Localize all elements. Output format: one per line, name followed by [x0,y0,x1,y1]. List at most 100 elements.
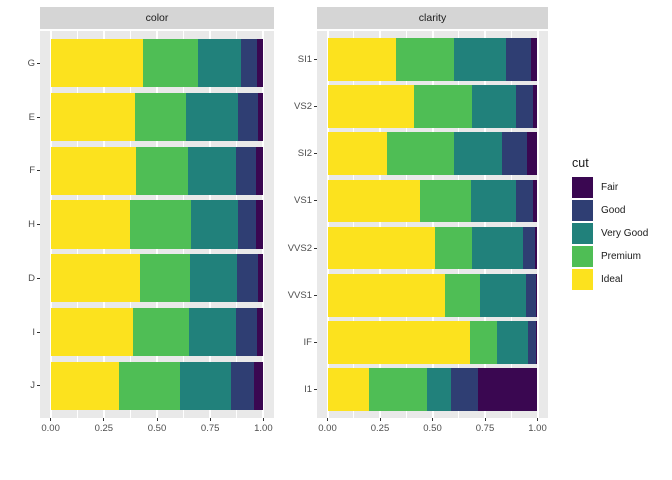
bar-segment-very-good [471,226,523,270]
bar-segment-premium [142,39,198,88]
bar-G [50,39,264,88]
bar-segment-very-good [190,200,238,249]
bar-segment-ideal [50,92,136,142]
bar-I [50,307,264,357]
bar-VS1 [327,179,538,223]
major-gridline [536,31,539,418]
bar-segment-fair [258,254,264,303]
facet-strip-clarity: clarity [317,7,548,29]
legend-item-ideal: Ideal [572,269,648,290]
x-tick-label: 0.50 [147,423,167,434]
bar-segment-fair [534,226,538,270]
y-tick-label: SI2 [297,148,312,160]
bar-segment-premium [469,321,497,364]
bar-segment-good [525,274,537,317]
legend-item-very-good: Very Good [572,223,648,244]
legend-title: cut [572,156,589,170]
bar-segment-ideal [327,179,420,223]
bar-segment-very-good [470,179,517,223]
y-axis-tick [37,224,40,225]
panel-color [40,31,274,418]
y-axis-tick [37,385,40,387]
x-axis-tick [103,418,105,421]
bar-segment-fair [257,39,264,88]
y-tick-label: E [28,111,35,123]
bar-segment-fair [258,92,264,142]
x-axis-tick [262,418,264,421]
bar-segment-ideal [327,132,387,175]
x-axis-tick [537,418,538,421]
bar-segment-very-good [179,361,232,410]
y-axis-tick [37,116,40,118]
y-axis-tick [314,247,317,249]
bar-segment-fair [254,361,264,410]
bar-segment-good [241,39,258,88]
bar-VVS1 [327,274,538,317]
bar-segment-ideal [327,368,369,411]
bar-segment-very-good [427,368,451,411]
bar-segment-ideal [327,85,415,128]
bar-segment-ideal [327,274,445,317]
bar-segment-premium [368,368,428,411]
legend-item-label: Premium [601,251,642,262]
bar-segment-ideal [327,321,470,364]
bar-segment-good [231,361,255,410]
x-tick-label: 0.75 [200,423,220,434]
bar-segment-premium [132,307,189,357]
y-axis-tick [37,277,40,279]
bar-segment-premium [414,85,472,128]
y-axis-tick [314,200,317,202]
y-tick-label: J [30,380,35,392]
bar-segment-premium [130,200,191,249]
minor-gridline [458,31,460,418]
bar-E [50,92,264,142]
facet-strip-color-label: color [145,12,169,24]
y-tick-label: VS2 [294,101,312,112]
bar-segment-very-good [471,85,517,128]
bar-segment-premium [396,38,454,81]
bar-segment-very-good [453,38,506,81]
legend-item-label: Ideal [601,274,623,285]
bar-segment-good [238,92,259,142]
bar-segment-ideal [50,200,131,249]
bar-segment-premium [419,179,471,223]
bar-segment-ideal [50,361,119,410]
bar-segment-very-good [186,92,239,142]
bar-segment-good [506,38,531,81]
y-tick-label: SI1 [297,53,312,65]
bar-segment-very-good [188,307,237,357]
x-tick-label: 0.25 [94,423,114,434]
x-axis-tick [209,418,211,421]
bar-segment-fair [530,38,538,81]
bar-segment-good [528,321,537,364]
bar-segment-very-good [187,146,237,195]
legend-item-label: Fair [601,182,619,193]
major-gridline [431,31,434,418]
bar-VS2 [327,85,538,128]
y-tick-label: I [32,326,35,338]
bar-segment-good [516,179,534,223]
legend-swatch-premium [572,246,593,267]
legend-item-label: Very Good [601,228,649,239]
bar-segment-ideal [327,38,397,81]
y-tick-label: IF [303,336,312,348]
bar-segment-premium [435,226,472,270]
bar-segment-good [236,307,257,357]
legend: cut Fair Good Very Good Premium Ideal [572,156,648,292]
bar-segment-good [237,200,256,249]
bar-segment-fair [255,200,264,249]
bar-segment-fair [536,321,538,364]
bar-segment-fair [256,307,264,357]
bar-segment-very-good [189,254,238,303]
y-tick-label: F [29,165,35,177]
bar-segment-ideal [50,39,143,88]
legend-swatch-very-good [572,223,593,244]
bar-segment-ideal [327,226,436,270]
bar-segment-ideal [50,254,140,303]
x-tick-label: 1.00 [254,423,273,434]
major-gridline [379,31,381,418]
y-axis-tick [314,58,317,60]
bar-segment-good [502,132,527,175]
bar-segment-premium [444,274,481,317]
